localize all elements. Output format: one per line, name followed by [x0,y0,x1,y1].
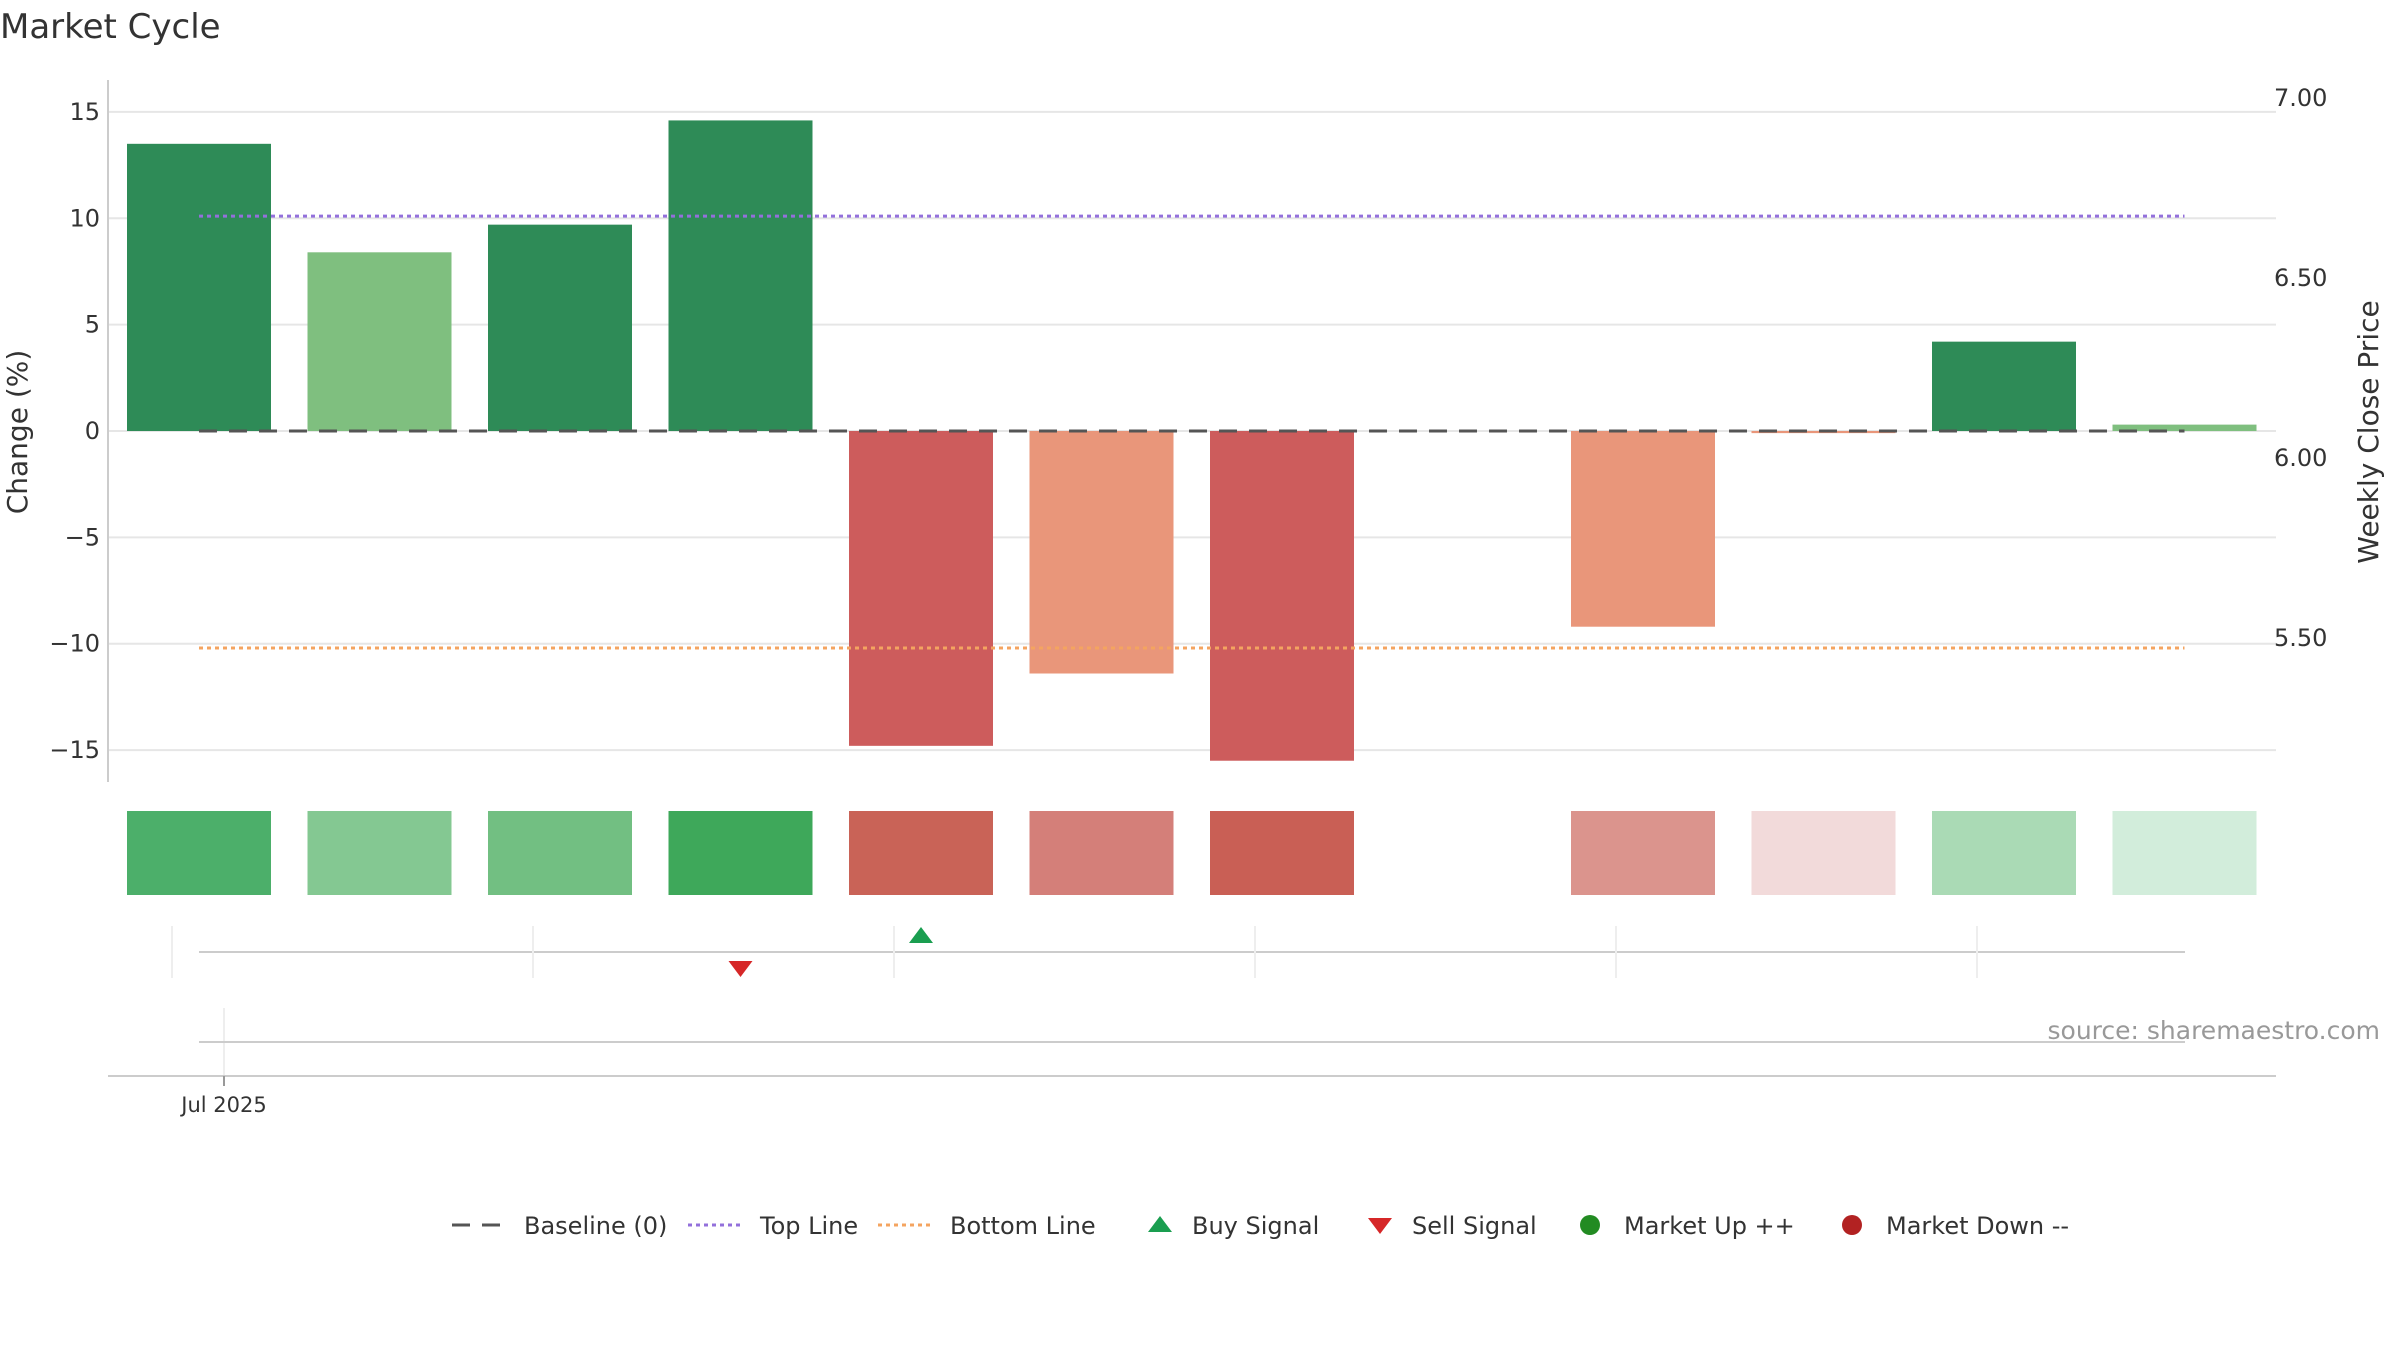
bar [488,224,632,431]
heat-cell [668,811,813,895]
y-tick-label: 10 [69,204,100,232]
bar [1029,431,1174,674]
y-tick-label: −15 [49,736,100,764]
y-tick-label: −5 [65,523,100,551]
legend-item: Bottom Line [878,1212,1096,1240]
bar [849,431,993,746]
chart-title: Market Cycle [0,7,221,47]
bar [127,143,271,431]
signal-markers [728,927,933,977]
legend-label: Market Down -- [1886,1212,2069,1240]
y2-tick-label: 5.50 [2274,624,2327,652]
legend-label: Baseline (0) [524,1212,667,1240]
y-tick-label: 0 [85,417,100,445]
legend-item: Market Down -- [1842,1212,2069,1240]
heat-cell [488,811,632,895]
y-tick-label: −10 [49,630,100,658]
y2-ticks: 7.00 6.50 6.00 5.50 [2274,84,2327,652]
heat-strip [127,811,2257,895]
heat-cell [127,811,271,895]
signal-panel [171,926,2185,978]
x-tick-label: Jul 2025 [179,1093,266,1117]
y2-tick-label: 6.50 [2274,264,2327,292]
legend-sell-icon [1368,1218,1392,1234]
source-label: source: sharemaestro.com [2048,1016,2381,1045]
bar [307,252,452,431]
heat-cell [1571,811,1715,895]
buy-signal-marker [909,927,933,943]
y-tick-label: 5 [85,311,100,339]
heat-cell [849,811,993,895]
legend-circle-icon [1842,1215,1862,1235]
legend-label: Buy Signal [1192,1212,1319,1240]
y2-tick-label: 7.00 [2274,84,2327,112]
bar [1210,431,1354,761]
legend-buy-icon [1148,1216,1172,1232]
bar [1932,341,2076,431]
bar [668,120,813,431]
bar [1571,431,1715,627]
heat-cell [1932,811,2076,895]
timeline-panel: Jul 2025 [108,1008,2276,1117]
y-ticks: 15 10 5 0 −5 −10 −15 [49,98,100,764]
legend-label: Sell Signal [1412,1212,1537,1240]
heat-cell [2112,811,2257,895]
y-tick-label: 15 [69,98,100,126]
sell-signal-marker [728,961,753,977]
y2-tick-label: 6.00 [2274,444,2327,472]
heat-cell [1751,811,1896,895]
bar [2112,424,2257,431]
legend-item: Market Up ++ [1580,1212,1795,1240]
y2-axis-label: Weekly Close Price [2352,300,2385,563]
legend-item: Baseline (0) [452,1212,667,1240]
bars-group [127,120,2257,761]
legend-circle-icon [1580,1215,1600,1235]
legend-item: Top Line [688,1212,858,1240]
heat-cell [1029,811,1174,895]
legend: Baseline (0) Top Line Bottom Line Buy Signa… [452,1212,2069,1240]
heat-cell [1210,811,1354,895]
y-axis-label: Change (%) [1,350,34,515]
legend-label: Bottom Line [950,1212,1096,1240]
reference-lines [199,214,2185,650]
heat-cell [307,811,452,895]
legend-item: Sell Signal [1368,1212,1537,1240]
legend-label: Market Up ++ [1624,1212,1795,1240]
legend-item: Buy Signal [1148,1212,1319,1240]
legend-label: Top Line [759,1212,858,1240]
